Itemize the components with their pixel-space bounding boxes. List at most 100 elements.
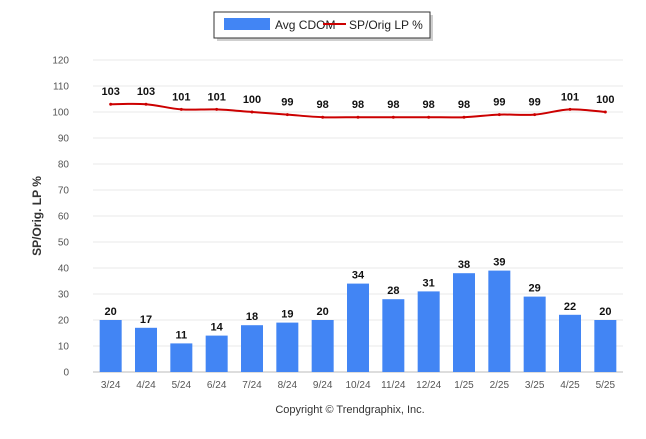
line-value-label: 99 xyxy=(529,97,541,109)
line-value-label: 99 xyxy=(493,97,505,109)
x-tick-label: 1/25 xyxy=(454,380,474,391)
line-value-label: 98 xyxy=(317,99,329,111)
y-tick-label: 110 xyxy=(53,82,69,93)
bar[interactable] xyxy=(417,291,440,372)
x-tick-label: 8/24 xyxy=(278,380,298,391)
y-tick-label: 0 xyxy=(63,368,69,379)
legend[interactable]: Avg CDOM SP/Orig LP % xyxy=(213,11,433,41)
legend-label-sp-orig-lp: SP/Orig LP % xyxy=(349,18,423,32)
line-point[interactable] xyxy=(427,115,431,119)
line-point[interactable] xyxy=(391,115,395,119)
y-axis-title: SP/Orig. LP % xyxy=(30,176,44,256)
bar[interactable] xyxy=(170,343,193,372)
line-point[interactable] xyxy=(356,115,360,119)
grid-lines xyxy=(93,59,623,373)
x-tick-label: 9/24 xyxy=(313,380,333,391)
y-tick-label: 70 xyxy=(58,186,70,197)
copyright-text: Copyright © Trendgraphix, Inc. xyxy=(275,404,424,416)
bar-series xyxy=(99,270,617,372)
line-value-label: 98 xyxy=(352,99,364,111)
y-tick-label: 40 xyxy=(58,264,70,275)
line-point[interactable] xyxy=(215,107,219,111)
line-value-label: 101 xyxy=(561,91,579,103)
bar-value-label: 20 xyxy=(599,306,611,318)
bar[interactable] xyxy=(523,296,546,372)
bar[interactable] xyxy=(347,283,369,372)
line-point[interactable] xyxy=(497,113,501,117)
x-axis-ticks: 3/24 4/24 5/24 6/24 7/24 8/24 9/24 10/24 11/24 12… xyxy=(101,380,616,391)
bar[interactable] xyxy=(453,273,475,372)
x-tick-label: 10/24 xyxy=(345,380,370,391)
x-tick-label: 2/25 xyxy=(490,380,510,391)
x-tick-label: 4/25 xyxy=(560,380,580,391)
line-value-label: 101 xyxy=(207,91,225,103)
bar[interactable] xyxy=(276,322,299,372)
x-tick-label: 12/24 xyxy=(416,380,441,391)
y-axis-ticks: 0 10 20 30 40 50 60 70 80 90 100 110 120 xyxy=(52,56,69,379)
bar[interactable] xyxy=(135,327,157,372)
bar[interactable] xyxy=(311,320,334,372)
bar-value-label: 39 xyxy=(493,257,505,269)
line-value-label: 100 xyxy=(243,94,261,106)
y-tick-label: 60 xyxy=(58,212,70,223)
bar-value-label: 31 xyxy=(423,277,435,289)
line-point[interactable] xyxy=(321,115,325,119)
y-tick-label: 80 xyxy=(58,160,70,171)
y-tick-label: 30 xyxy=(58,290,70,301)
line-value-label: 103 xyxy=(137,86,155,98)
line-value-label: 100 xyxy=(596,94,614,106)
x-tick-label: 3/24 xyxy=(101,380,121,391)
bar[interactable] xyxy=(594,320,617,372)
line-value-label: 103 xyxy=(101,86,119,98)
bar-value-label: 14 xyxy=(211,322,224,334)
x-tick-label: 5/25 xyxy=(596,380,616,391)
bar[interactable] xyxy=(205,335,228,372)
bar-value-label: 38 xyxy=(458,259,470,271)
legend-swatch-avg-cdom xyxy=(224,18,270,30)
x-tick-label: 11/24 xyxy=(381,380,406,391)
line-value-label: 99 xyxy=(281,97,293,109)
bar-value-label: 22 xyxy=(564,301,576,313)
legend-label-avg-cdom: Avg CDOM xyxy=(275,18,335,32)
y-tick-label: 120 xyxy=(52,56,69,67)
bar-value-label: 28 xyxy=(387,285,399,297)
bar-value-label: 20 xyxy=(317,306,329,318)
line-point[interactable] xyxy=(250,110,254,114)
line-value-label: 98 xyxy=(387,99,399,111)
y-tick-label: 10 xyxy=(58,342,70,353)
bar[interactable] xyxy=(559,314,581,372)
x-tick-label: 5/24 xyxy=(172,380,192,391)
bar[interactable] xyxy=(382,299,405,372)
bar-value-label: 17 xyxy=(140,314,152,326)
line-point[interactable] xyxy=(179,107,183,111)
y-tick-label: 50 xyxy=(58,238,70,249)
line-point[interactable] xyxy=(568,107,572,111)
line-point[interactable] xyxy=(533,113,537,117)
bar-value-label: 18 xyxy=(246,311,258,323)
bar[interactable] xyxy=(99,320,122,372)
x-tick-label: 4/24 xyxy=(136,380,156,391)
x-tick-label: 3/25 xyxy=(525,380,545,391)
line-point[interactable] xyxy=(144,102,148,106)
bar-value-label: 19 xyxy=(281,309,293,321)
bar-value-label: 29 xyxy=(529,283,541,295)
line-value-label: 98 xyxy=(458,99,470,111)
bar-value-label: 20 xyxy=(105,306,117,318)
line-point[interactable] xyxy=(462,115,466,119)
bar-data-labels: 20 17 11 14 18 19 20 34 28 31 38 39 29 22 20 xyxy=(105,257,612,342)
line-point[interactable] xyxy=(109,102,113,106)
line-data-labels: 103 103 101 101 100 99 98 98 98 98 98 99 99 101 100 xyxy=(101,86,614,111)
line-value-label: 101 xyxy=(172,91,190,103)
y-tick-label: 20 xyxy=(58,316,70,327)
line-series xyxy=(109,102,607,119)
bar-value-label: 34 xyxy=(352,270,365,282)
bar-value-label: 11 xyxy=(176,329,188,341)
line-point[interactable] xyxy=(603,110,607,114)
x-tick-label: 6/24 xyxy=(207,380,227,391)
x-tick-label: 7/24 xyxy=(242,380,262,391)
bar[interactable] xyxy=(241,325,263,372)
line-point[interactable] xyxy=(285,113,289,117)
bar[interactable] xyxy=(488,270,511,372)
